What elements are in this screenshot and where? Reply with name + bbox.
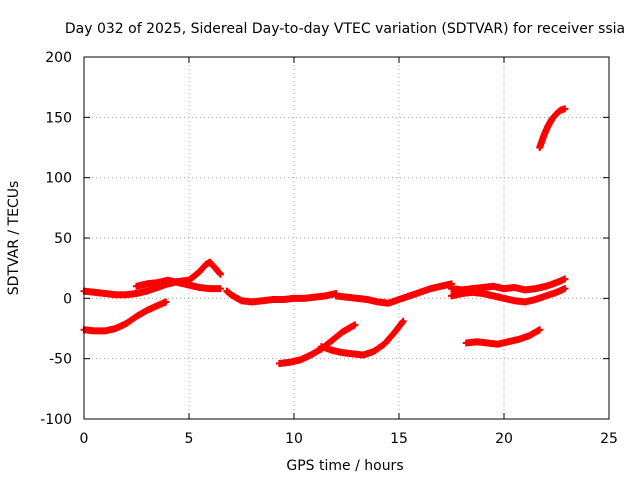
series-track-8: [448, 275, 569, 294]
series-track-3: [133, 276, 224, 293]
series-track-10: [462, 326, 544, 348]
y-tick-labels: -100 -50 0 50 100 150 200: [40, 50, 72, 428]
x-tick-label: 25: [600, 431, 618, 447]
x-tick-label: 0: [80, 431, 89, 447]
y-tick-label: -50: [49, 352, 72, 368]
data-point-markers: [448, 285, 569, 306]
series-track-7: [317, 317, 407, 359]
y-tick-label: -100: [40, 412, 72, 428]
y-tick-label: 100: [45, 171, 72, 187]
data-point-markers: [462, 326, 544, 348]
series-track-11: [536, 105, 569, 151]
series-track-4: [223, 287, 340, 306]
data-point-markers: [275, 321, 359, 367]
y-tick-label: 0: [63, 291, 72, 307]
plot-frame: [83, 56, 610, 420]
chart-title: Day 032 of 2025, Sidereal Day-to-day VTE…: [65, 21, 625, 37]
series-track-2: [80, 298, 170, 335]
series-track-1: [80, 258, 224, 299]
data-point-markers: [80, 258, 224, 299]
y-tick-label: 200: [45, 50, 72, 66]
series-track-9: [448, 285, 569, 306]
x-tick-label: 15: [390, 431, 408, 447]
x-tick-label: 20: [495, 431, 513, 447]
y-tick-label: 150: [45, 110, 72, 126]
data-marks: [80, 105, 569, 367]
x-axis-label: GPS time / hours: [286, 458, 403, 474]
data-point-markers: [536, 105, 569, 151]
data-point-markers: [448, 275, 569, 294]
axis-ticks: [83, 56, 610, 420]
data-point-markers: [223, 287, 340, 306]
y-tick-label: 50: [54, 231, 72, 247]
series-track-5: [332, 280, 455, 307]
x-tick-label: 10: [285, 431, 303, 447]
x-tick-label: 5: [185, 431, 194, 447]
y-axis-label: SDTVAR / TECUs: [6, 181, 22, 296]
data-point-markers: [80, 298, 170, 335]
data-point-markers: [317, 317, 407, 359]
series-track-6: [275, 321, 359, 367]
data-point-markers: [332, 280, 455, 307]
x-tick-labels: 0 5 10 15 20 25: [80, 431, 618, 447]
grid-lines: [84, 57, 609, 419]
data-point-markers: [133, 276, 224, 293]
